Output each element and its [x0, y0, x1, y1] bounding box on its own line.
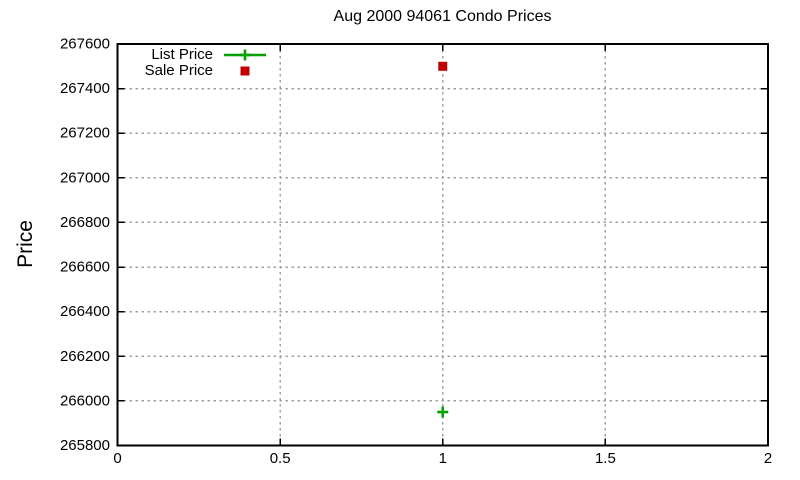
legend: List Price Sale Price: [117, 47, 266, 79]
marker-sale-price-square-icon: [438, 61, 448, 71]
y-tick-label: 266200: [60, 348, 110, 365]
y-tick-label: 265800: [60, 437, 110, 454]
x-tick-label: 2: [764, 450, 772, 467]
x-tick-label: 1.5: [595, 450, 616, 467]
legend-label: Sale Price: [144, 62, 213, 79]
legend-line-plus-icon: [224, 49, 266, 61]
chart-title: Aug 2000 94061 Condo Prices: [333, 8, 552, 25]
legend-sample: [224, 63, 266, 79]
y-tick-label: 267400: [60, 80, 110, 97]
legend-entry-list-price: List Price: [117, 47, 266, 63]
y-tick-label: 266800: [60, 214, 110, 231]
x-tick-label: 0.5: [270, 450, 291, 467]
legend-square-icon: [240, 66, 250, 76]
x-tick-label: 0: [113, 450, 121, 467]
y-tick-label: 267000: [60, 169, 110, 186]
y-tick-label: 267200: [60, 125, 110, 142]
legend-entry-sale-price: Sale Price: [117, 63, 266, 79]
plot-border: [116, 43, 769, 447]
y-tick-label: 266000: [60, 392, 110, 409]
y-tick-label: 266600: [60, 259, 110, 276]
legend-sample: [224, 47, 266, 63]
legend-label: List Price: [151, 46, 213, 63]
y-tick-label: 267600: [60, 36, 110, 53]
y-tick-label: 266400: [60, 303, 110, 320]
x-tick-label: 1: [439, 450, 447, 467]
